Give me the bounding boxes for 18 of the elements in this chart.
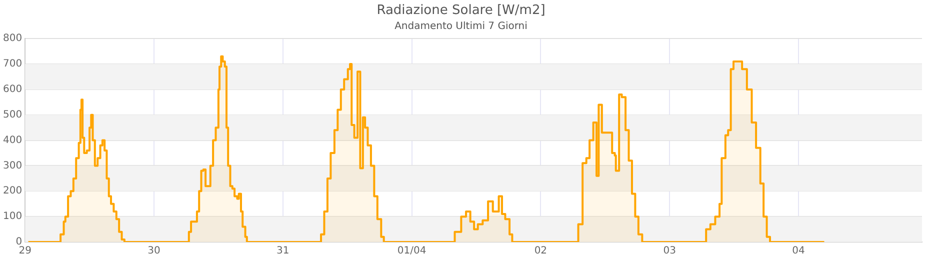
- x-tick-label: 02: [534, 246, 548, 257]
- x-tick-label: 29: [18, 246, 32, 257]
- y-tick-label: 700: [2, 58, 22, 70]
- x-tick-label: 30: [148, 246, 160, 257]
- x-tick-label: 04: [792, 246, 805, 257]
- chart-subtitle: Andamento Ultimi 7 Giorni: [394, 21, 528, 32]
- x-tick-label: 03: [663, 246, 676, 257]
- y-tick-label: 400: [2, 134, 22, 146]
- y-tick-label: 200: [2, 186, 22, 197]
- y-tick-label: 100: [2, 211, 22, 222]
- y-tick-label: 600: [2, 84, 22, 96]
- y-tick-label: 300: [2, 160, 22, 172]
- chart-title: Radiazione Solare [W/m2]: [376, 3, 546, 18]
- x-tick-label: 01/04: [397, 246, 426, 257]
- y-tick-label: 500: [2, 109, 22, 120]
- x-tick-label: 31: [276, 246, 290, 257]
- y-tick-label: 800: [2, 33, 22, 44]
- y-tick-label: 0: [16, 236, 22, 248]
